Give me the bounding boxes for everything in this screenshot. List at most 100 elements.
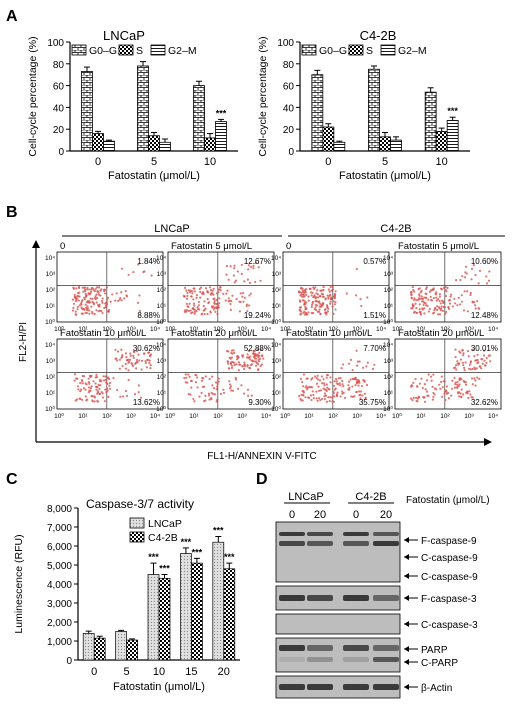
scatter-dot — [237, 356, 240, 359]
scatter-dot — [414, 302, 417, 305]
scatter-dot — [463, 290, 466, 293]
scatter-dot — [455, 368, 458, 371]
bar-LNCaP — [147, 574, 160, 661]
scatter-dot — [246, 353, 249, 356]
scatter-dot — [241, 291, 245, 295]
blot-membrane — [275, 521, 401, 583]
scatter-dot — [87, 380, 90, 384]
scatter-dot — [304, 293, 308, 296]
scatter-dot — [246, 388, 250, 391]
scatter-dot — [474, 384, 477, 387]
scatter-dot — [75, 298, 78, 301]
scatter-dot — [74, 310, 77, 313]
scatter-dot — [485, 361, 488, 365]
scatter-dot — [212, 293, 215, 296]
scatter-dot — [231, 294, 234, 297]
scatter-dot — [116, 388, 119, 392]
scatter-dot — [325, 313, 328, 316]
y-tick-label: 10² — [157, 374, 167, 381]
scatter-dot — [319, 302, 322, 305]
y-tick-label: 10² — [272, 374, 282, 381]
scatter-dot — [473, 300, 476, 304]
scatter-dot — [197, 304, 200, 307]
scatter-dot — [185, 289, 188, 292]
scatter-dot — [94, 295, 97, 298]
scatter-dot — [310, 305, 313, 309]
legend-label: S — [366, 45, 373, 57]
plot-label: Fatostatin 5 μmol/L — [398, 241, 479, 252]
scatter-dot — [216, 398, 219, 401]
scatter-dot — [321, 295, 324, 298]
scatter-dot — [108, 381, 112, 385]
bar-G0–G1 — [81, 71, 93, 152]
scatter-dot — [453, 376, 456, 379]
x-tick-label: 10 — [153, 666, 165, 678]
scatter-dot — [317, 296, 320, 299]
scatter-dot — [462, 352, 465, 355]
scatter-dot — [454, 279, 458, 282]
scatter-dot — [366, 361, 369, 364]
scatter-dot — [94, 297, 97, 301]
scatter-dot — [197, 300, 200, 304]
scatter-dot — [334, 308, 337, 311]
scatter-dot — [230, 349, 234, 352]
scatter-dot — [303, 299, 306, 302]
scatter-dot — [310, 294, 313, 297]
legend-label: S — [136, 45, 143, 57]
scatter-dot — [192, 302, 196, 305]
scatter-dot — [460, 388, 463, 391]
scatter-dot — [333, 388, 336, 391]
scatter-dot — [71, 309, 75, 312]
scatter-dot — [463, 369, 466, 372]
scatter-dot — [420, 377, 423, 380]
scatter-dot — [189, 291, 192, 294]
scatter-dot — [139, 396, 143, 399]
scatter-dot — [242, 392, 246, 395]
scatter-dot — [101, 301, 104, 305]
y-tick-label: 10⁴ — [45, 342, 55, 349]
scatter-dot — [302, 373, 306, 376]
cell-line-label: LNCaP — [288, 491, 323, 503]
scatter-dot — [363, 379, 366, 382]
scatter-dot — [88, 301, 91, 304]
scatter-dot — [445, 392, 449, 395]
scatter-dot — [97, 310, 100, 313]
upper-right-percent: 0.57% — [363, 257, 386, 266]
scatter-dot — [86, 308, 89, 311]
scatter-dot — [248, 366, 251, 370]
plot-label: 0 — [60, 241, 65, 252]
scatter-dot — [337, 377, 340, 380]
scatter-dot — [238, 300, 241, 303]
scatter-dot — [85, 311, 89, 314]
scatter-dot — [109, 300, 112, 303]
scatter-dot — [419, 291, 422, 294]
scatter-dot — [318, 305, 321, 308]
y-tick-label: 2,000 — [47, 618, 72, 629]
scatter-dot — [254, 364, 258, 367]
scatter-dot — [326, 373, 329, 377]
x-tick-label: 10⁴ — [150, 413, 160, 420]
scatter-dot — [230, 364, 234, 367]
scatter-dot — [91, 395, 94, 398]
scatter-dot — [456, 360, 459, 363]
scatter-dot — [95, 388, 98, 391]
scatter-dot — [196, 307, 200, 311]
scatter-dot — [73, 379, 76, 382]
scatter-dot — [201, 312, 204, 315]
scatter-dot — [474, 307, 477, 310]
scatter-dot — [210, 292, 213, 295]
scatter-dot — [471, 348, 475, 351]
scatter-dot — [195, 310, 198, 313]
scatter-dot — [439, 287, 443, 290]
scatter-dot — [140, 359, 144, 363]
x-tick-label: 10² — [328, 326, 338, 333]
scatter-dot — [420, 297, 424, 300]
scatter-dot — [440, 375, 443, 378]
band-label: PARP — [421, 645, 448, 656]
scatter-dot — [301, 289, 304, 292]
scatter-dot — [121, 364, 124, 368]
dose-label: 0 — [289, 509, 295, 521]
scatter-dot — [467, 355, 470, 358]
scatter-dot — [364, 396, 367, 399]
